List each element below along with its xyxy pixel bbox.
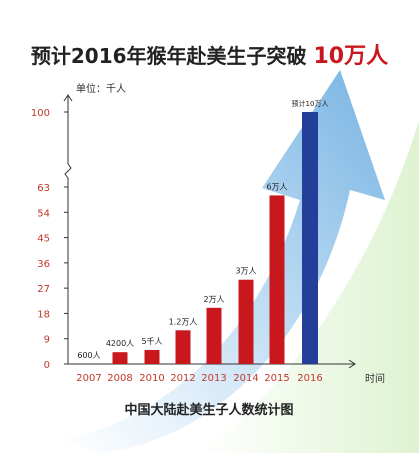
chart-title-highlight: 10万人 [313, 44, 389, 69]
y-axis-break [64, 163, 72, 179]
x-axis-title: 时间 [365, 372, 385, 385]
bar [302, 112, 318, 364]
chart-title: 预计2016年猴年赴美生子突破 10万人 [0, 38, 419, 70]
y-tick-label: 9 [44, 335, 50, 346]
x-tick-label: 2016 [297, 373, 322, 384]
y-tick-label: 100 [31, 108, 50, 119]
x-axis-arrow [348, 359, 356, 369]
y-tick-label: 0 [44, 360, 50, 371]
bar [144, 349, 160, 364]
y-tick-label: 36 [37, 259, 50, 270]
y-axis-unit-label: 单位：千人 [76, 82, 126, 95]
x-tick-label: 2012 [170, 373, 195, 384]
chart-title-main: 预计2016年猴年赴美生子突破 [30, 44, 307, 68]
data-label: 2万人 [203, 295, 224, 304]
y-tick-label: 54 [37, 208, 50, 219]
bars [112, 112, 318, 364]
bar [269, 195, 285, 364]
y-tick-label: 27 [37, 284, 50, 295]
x-tick-label: 2014 [233, 373, 258, 384]
y-axis-arrow [63, 94, 73, 102]
x-tick-label: 2007 [76, 373, 101, 384]
data-label: 5千人 [141, 336, 162, 346]
y-tick-label: 18 [37, 309, 50, 320]
data-label: 3万人 [235, 267, 256, 276]
data-label: 600人 [77, 351, 100, 360]
x-tick-label: 2010 [139, 373, 164, 384]
x-tick-label: 2015 [264, 373, 289, 384]
chart-subtitle: 中国大陆赴美生子人数统计图 [124, 402, 293, 418]
data-label: 1.2万人 [169, 317, 198, 326]
data-label: 4200人 [106, 339, 134, 348]
bar [112, 352, 128, 364]
data-label: 预计10万人 [292, 99, 329, 108]
y-tick-label: 45 [37, 234, 50, 245]
bar [238, 279, 254, 364]
labels: 600人 2007 4200人 2008 5千人 2010 1.2万人 2012 2万人 2013… [76, 99, 328, 418]
x-tick-label: 2013 [201, 373, 226, 384]
background-swoosh [200, 120, 419, 453]
x-tick-label: 2008 [107, 373, 132, 384]
axes: 单位：千人 0 9 18 27 36 45 54 63 100 时间 [31, 82, 385, 385]
data-label: 6万人 [266, 182, 287, 191]
bar [206, 307, 222, 364]
y-tick-label: 63 [37, 183, 50, 194]
bar [175, 330, 191, 364]
